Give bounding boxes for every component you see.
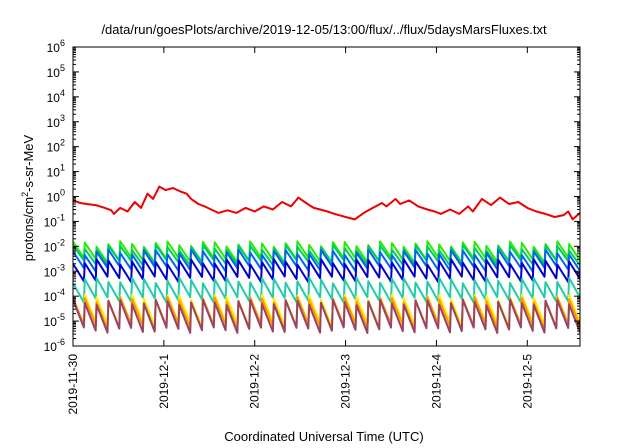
y-tick-label: 106 xyxy=(47,38,65,55)
y-tick-label: 10-5 xyxy=(44,312,65,329)
y-axis-label-superscript: 2 xyxy=(20,192,30,197)
svg-text:protons/cm2-s-sr-MeV: protons/cm2-s-sr-MeV xyxy=(20,134,36,261)
x-axis-label: Coordinated Universal Time (UTC) xyxy=(224,429,423,444)
series-line-4 xyxy=(73,248,580,273)
series-line-9 xyxy=(73,298,580,334)
y-axis-label-rest: -s-sr-MeV xyxy=(21,134,36,191)
x-tick-label: 2019-12-4 xyxy=(429,354,443,409)
y-tick-label: 10-2 xyxy=(44,237,65,254)
y-axis-label: protons/cm2-s-sr-MeV xyxy=(20,134,36,261)
y-tick-label: 102 xyxy=(47,138,65,155)
x-tick-label: 2019-12-1 xyxy=(157,354,171,409)
y-tick-label: 10-3 xyxy=(44,262,65,279)
x-tick-label: 2019-12-5 xyxy=(520,354,534,409)
chart-title: /data/run/goesPlots/archive/2019-12-05/1… xyxy=(101,22,547,37)
x-tick-label: 2019-12-3 xyxy=(339,354,353,409)
series-line-5 xyxy=(73,258,580,283)
series-line-1 xyxy=(73,185,580,221)
y-tick-label: 100 xyxy=(47,188,65,205)
y-tick-label: 105 xyxy=(47,63,65,80)
plot-frame xyxy=(72,46,581,347)
x-tick-label: 2019-11-30 xyxy=(66,354,80,415)
y-tick-label: 104 xyxy=(47,88,65,105)
plot-area xyxy=(73,185,580,334)
y-axis-label-base: protons/cm xyxy=(21,197,36,261)
series-line-6 xyxy=(73,276,580,304)
y-tick-label: 10-1 xyxy=(44,212,65,229)
y-tick-label: 101 xyxy=(47,163,65,180)
x-tick-label: 2019-12-2 xyxy=(248,354,262,409)
y-tick-label: 10-6 xyxy=(44,337,65,354)
y-axis: 10-6 10-5 10-4 10-3 10-2 10-1 100 101 102 103 104 1… xyxy=(44,38,580,354)
y-tick-label: 103 xyxy=(47,113,65,130)
x-axis: 2019-11-30 2019-12-1 2019-12-2 2019-12-3 201… xyxy=(66,47,534,415)
y-tick-label: 10-4 xyxy=(44,287,65,304)
